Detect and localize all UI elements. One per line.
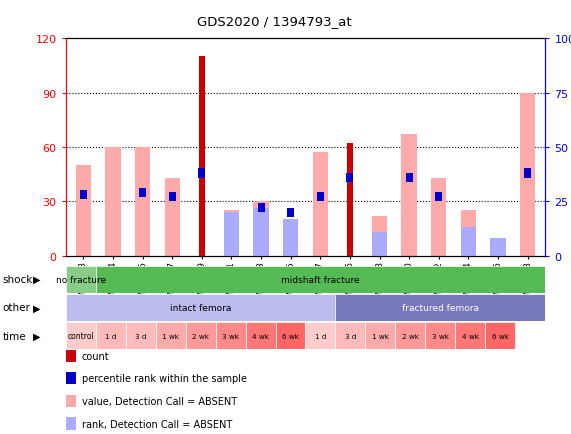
Bar <box>66 266 96 293</box>
Bar <box>76 166 91 256</box>
Bar <box>287 208 294 217</box>
Bar <box>485 322 515 349</box>
Bar <box>347 174 353 182</box>
Bar <box>401 135 417 256</box>
Text: intact femora: intact femora <box>170 303 231 312</box>
Bar <box>198 169 206 178</box>
Bar <box>435 193 443 202</box>
Bar <box>455 322 485 349</box>
Text: 6 wk: 6 wk <box>282 333 299 339</box>
Text: control: control <box>67 332 94 340</box>
Bar <box>254 208 269 256</box>
Text: fractured femora: fractured femora <box>402 303 479 312</box>
Bar <box>164 178 180 256</box>
Text: 3 d: 3 d <box>345 333 356 339</box>
Text: 1 d: 1 d <box>105 333 116 339</box>
Text: ▶: ▶ <box>33 275 41 284</box>
Text: 6 wk: 6 wk <box>492 333 509 339</box>
Bar <box>490 239 506 256</box>
Bar <box>461 211 476 256</box>
Bar <box>405 174 413 182</box>
Text: 3 wk: 3 wk <box>222 333 239 339</box>
Bar <box>490 247 506 256</box>
Bar <box>425 322 456 349</box>
Bar <box>168 193 176 202</box>
Bar <box>365 322 395 349</box>
Bar <box>372 216 387 256</box>
Text: 1 wk: 1 wk <box>372 333 389 339</box>
Bar <box>66 294 335 321</box>
Bar <box>186 322 215 349</box>
Bar <box>105 148 120 256</box>
Text: time: time <box>3 331 26 341</box>
Bar <box>275 322 305 349</box>
Bar <box>335 322 365 349</box>
Text: ▶: ▶ <box>33 331 41 341</box>
Bar <box>317 193 324 202</box>
Bar <box>224 211 239 256</box>
Bar <box>283 219 299 256</box>
Bar <box>246 322 275 349</box>
Bar <box>224 213 239 256</box>
Text: rank, Detection Call = ABSENT: rank, Detection Call = ABSENT <box>82 419 232 428</box>
Bar <box>524 169 531 178</box>
Text: 3 wk: 3 wk <box>432 333 449 339</box>
Text: other: other <box>3 303 31 312</box>
Bar <box>431 178 447 256</box>
Bar <box>126 322 155 349</box>
Bar <box>80 191 87 200</box>
Text: 4 wk: 4 wk <box>462 333 479 339</box>
Text: 3 d: 3 d <box>135 333 146 339</box>
Bar <box>96 322 126 349</box>
Bar <box>258 204 264 213</box>
Text: no fracture: no fracture <box>55 275 106 284</box>
Bar <box>395 322 425 349</box>
Text: 2 wk: 2 wk <box>192 333 209 339</box>
Bar <box>283 233 299 256</box>
Bar <box>335 294 545 321</box>
Text: GDS2020 / 1394793_at: GDS2020 / 1394793_at <box>197 15 351 28</box>
Bar <box>254 202 269 256</box>
Bar <box>66 322 96 349</box>
Bar <box>135 148 150 256</box>
Text: 4 wk: 4 wk <box>252 333 269 339</box>
Bar <box>199 57 205 256</box>
Text: 1 d: 1 d <box>315 333 326 339</box>
Bar <box>461 228 476 256</box>
Bar <box>305 322 335 349</box>
Text: 2 wk: 2 wk <box>402 333 419 339</box>
Text: ▶: ▶ <box>33 303 41 312</box>
Text: midshaft fracture: midshaft fracture <box>281 275 360 284</box>
Bar <box>139 189 146 197</box>
Text: value, Detection Call = ABSENT: value, Detection Call = ABSENT <box>82 396 237 406</box>
Text: percentile rank within the sample: percentile rank within the sample <box>82 374 247 383</box>
Bar <box>155 322 186 349</box>
Text: 1 wk: 1 wk <box>162 333 179 339</box>
Bar <box>372 232 387 256</box>
Bar <box>312 153 328 256</box>
Bar <box>216 322 246 349</box>
Text: shock: shock <box>3 275 33 284</box>
Bar <box>520 93 535 256</box>
Text: count: count <box>82 351 109 361</box>
Bar <box>347 144 353 256</box>
